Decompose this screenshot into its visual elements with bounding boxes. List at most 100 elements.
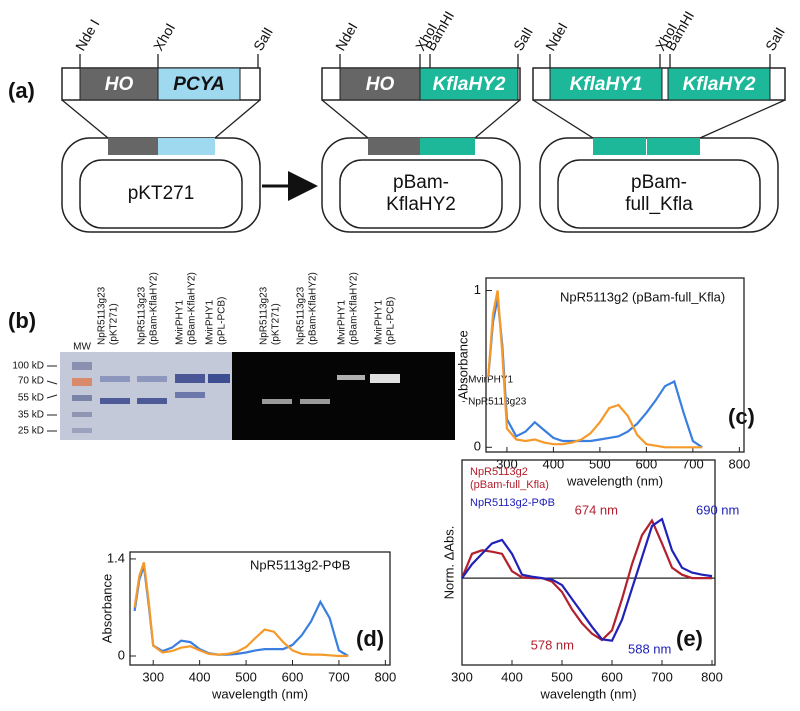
x-tick-label: 400 — [543, 456, 565, 471]
band — [72, 395, 92, 401]
band — [100, 398, 130, 404]
gene-label: KflaHY2 — [683, 74, 756, 95]
band — [72, 362, 92, 370]
plasmid-name: KflaHY2 — [386, 194, 456, 215]
plot-frame — [485, 277, 745, 453]
annotation: 690 nm — [696, 502, 739, 517]
site-label: Nde I — [72, 16, 103, 53]
gel-fluorescence — [232, 352, 455, 440]
insert-strip — [368, 138, 420, 155]
gene-block — [339, 67, 421, 101]
marker-tick — [46, 380, 58, 385]
marker-label: 35 kD — [18, 410, 44, 421]
x-tick-label: 500 — [235, 669, 257, 684]
lane-label: (pKT271) — [271, 303, 282, 345]
gene-block — [419, 67, 519, 101]
plasmid-inner — [79, 159, 243, 229]
site-label: SalI — [510, 24, 536, 53]
marker-label: 70 kD — [18, 376, 44, 387]
annotation: 578 nm — [531, 637, 574, 652]
gene-block — [549, 67, 663, 101]
band-label: - NpR5113g23 — [462, 397, 527, 408]
lane-label: MvirPHY1 — [374, 300, 385, 345]
x-tick-label: 300 — [142, 669, 164, 684]
y-axis-label: Absorbance — [455, 330, 470, 399]
lane-label: MvirPHY1 — [337, 300, 348, 345]
x-tick-label: 800 — [701, 669, 723, 684]
site-label: SalI — [250, 24, 276, 53]
site-label: XhoI — [150, 20, 178, 53]
lane-label: NpR5113g23 — [296, 286, 307, 345]
x-axis-label: wavelength (nm) — [566, 473, 663, 488]
site-label: SalI — [762, 24, 788, 53]
panel-label: (c) — [728, 404, 755, 429]
panel-label: (e) — [676, 626, 703, 651]
plasmid-name: pKT271 — [128, 183, 195, 204]
site-label: NdeI — [332, 20, 361, 54]
lane-label: (pBam-KflaHY2) — [308, 272, 319, 345]
band — [137, 398, 167, 404]
x-tick-label: 700 — [651, 669, 673, 684]
x-tick-label: 400 — [189, 669, 211, 684]
panel-label: (a) — [8, 78, 35, 103]
band — [72, 412, 92, 417]
annotation: 588 nm — [628, 641, 671, 656]
x-axis-label: wavelength (nm) — [211, 686, 308, 701]
insert-strip — [647, 138, 700, 155]
marker-label: 55 kD — [18, 393, 44, 404]
gene-label: HO — [105, 74, 134, 95]
lane-label: MvirPHY1 — [205, 300, 216, 345]
insert-strip — [420, 138, 475, 155]
marker-label: 100 kD — [12, 361, 44, 372]
x-tick-label: 300 — [451, 669, 473, 684]
lane-label: (pPL-PCB) — [386, 297, 397, 345]
line-series — [487, 298, 703, 449]
plasmid-inner — [339, 159, 503, 229]
lane-label: (pBam-KflaHY2) — [349, 272, 360, 345]
band-label: - MvirPHY1 — [462, 375, 514, 386]
band — [137, 376, 167, 382]
lane-label: (pBam-KflaHY2) — [187, 272, 198, 345]
band — [262, 399, 292, 404]
plot-frame — [461, 459, 716, 666]
insert-strip — [158, 138, 215, 155]
plasmid-name: pBam- — [631, 172, 687, 193]
chart-title: NpR5113g2 (pBam-full_Kfla) — [560, 289, 725, 304]
band — [72, 428, 92, 433]
x-tick-label: 700 — [328, 669, 350, 684]
x-tick-label: 700 — [682, 456, 704, 471]
legend-entry: NpR5113g2-PΦB — [470, 497, 555, 509]
lane-label: NpR5113g23 — [259, 286, 270, 345]
lane-label: NpR5113g23 — [97, 286, 108, 345]
x-tick-label: 400 — [501, 669, 523, 684]
lane-label: MvirPHY1 — [175, 300, 186, 345]
line-series — [487, 290, 703, 449]
lane-label: NpR5113g23 — [137, 286, 148, 345]
band — [300, 399, 330, 404]
band — [100, 376, 130, 382]
insert-strip — [108, 138, 158, 155]
x-tick-label: 500 — [589, 456, 611, 471]
gene-block — [157, 67, 241, 101]
y-tick-label: 1.4 — [107, 550, 125, 565]
gene-label: PCYA — [173, 74, 224, 95]
gene-block — [79, 67, 159, 101]
line-series — [461, 517, 713, 642]
lane-label: (pPL-PCB) — [217, 297, 228, 345]
y-axis-label: Norm. ΔAbs. — [441, 526, 456, 600]
gene-label: HO — [366, 74, 395, 95]
x-tick-label: 600 — [282, 669, 304, 684]
insert-strip — [593, 138, 646, 155]
y-tick-label: 0 — [118, 647, 125, 662]
legend-entry: NpR5113g2 (pBam-full_Kfla) — [470, 466, 549, 491]
plot-frame — [129, 551, 391, 666]
line-series — [133, 562, 349, 658]
band — [337, 375, 365, 380]
zoom-line — [321, 99, 369, 139]
y-axis-label: Absorbance — [99, 574, 114, 643]
x-tick-label: 600 — [601, 669, 623, 684]
marker-label: 25 kD — [18, 426, 44, 437]
annotation: 674 nm — [575, 502, 618, 517]
band — [208, 374, 230, 383]
